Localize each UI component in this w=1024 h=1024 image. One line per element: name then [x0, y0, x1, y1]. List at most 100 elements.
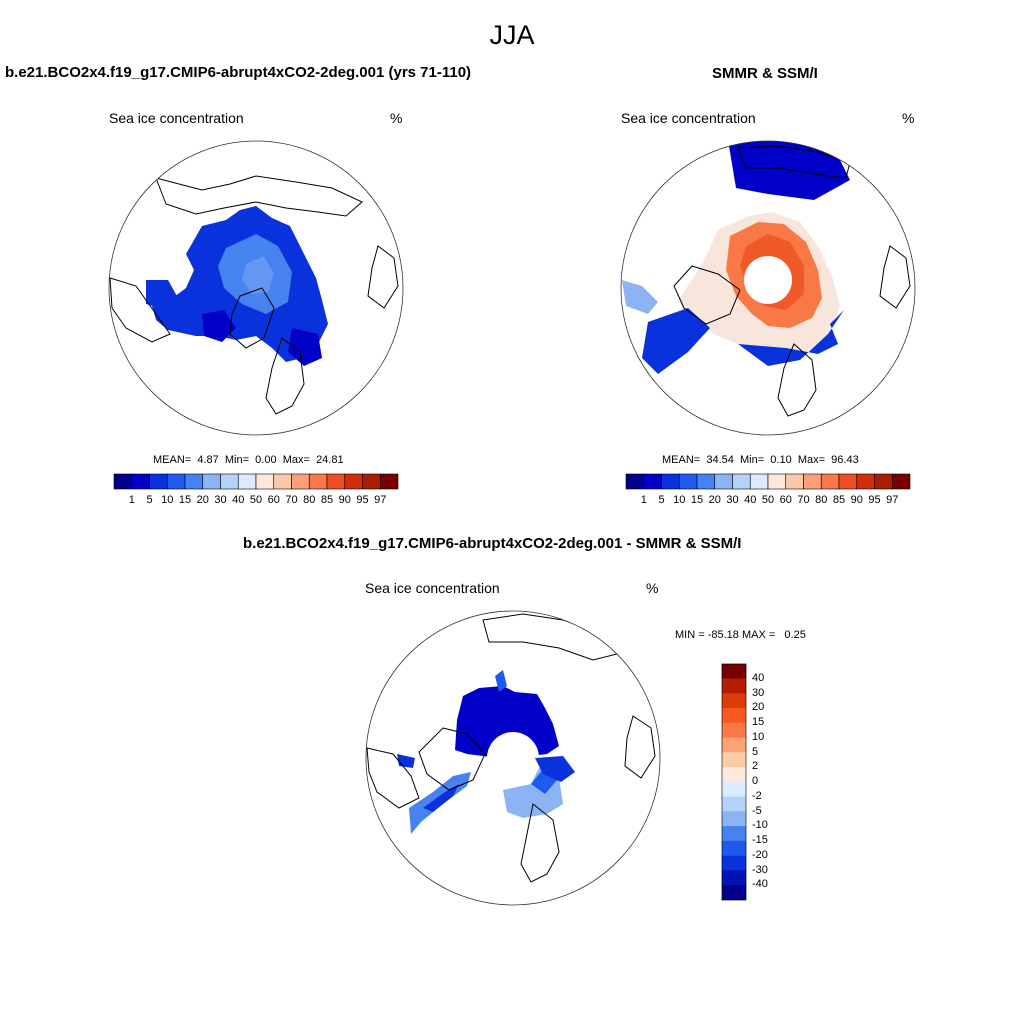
- obs-colorbar-tick: 50: [761, 494, 775, 506]
- model-coast-scandinavia: [265, 337, 305, 415]
- model-ice-baffin: [202, 310, 236, 342]
- model-ice-core: [242, 256, 274, 294]
- model-colorbar-tick: 40: [232, 494, 245, 506]
- obs-ice-labrador: [642, 308, 710, 374]
- diff-colorbar-box: [721, 811, 747, 827]
- model-colorbar-box: [362, 473, 381, 490]
- diff-colorbar-box: [721, 752, 747, 768]
- diff-colorbar-tick: -5: [752, 804, 762, 817]
- obs-coast-siberia: [737, 145, 851, 179]
- obs-colorbar-box: [838, 473, 858, 490]
- diff-coast-siberia: [482, 613, 618, 661]
- obs-units-label: %: [902, 110, 915, 126]
- diff-colorbar-box: [721, 708, 747, 724]
- diff-colorbar-tick: 20: [752, 701, 765, 714]
- obs-panel-title: SMMR & SSM/I: [712, 65, 818, 82]
- obs-colorbar-box: [803, 473, 822, 490]
- model-colorbar-tick: 60: [267, 494, 280, 506]
- obs-colorbar-box: [856, 473, 875, 490]
- model-colorbar-tick: 90: [338, 494, 351, 506]
- obs-colorbar-box: [820, 473, 840, 490]
- model-colorbar-box: [255, 473, 275, 490]
- diff-ice-labrador-inner: [423, 784, 459, 812]
- obs-colorbar-tick: 20: [708, 494, 721, 506]
- model-colorbar-box: [237, 473, 257, 490]
- model-colorbar-tick: 5: [146, 494, 153, 506]
- diff-colorbar-box: [721, 826, 747, 842]
- diff-colorbar-tick: 5: [752, 745, 759, 758]
- model-ice-hudson: [146, 280, 178, 310]
- diff-ice-bering: [495, 670, 507, 692]
- diff-ice-hudson: [397, 754, 415, 768]
- diff-ice-east: [535, 756, 575, 782]
- obs-colorbar-box: [732, 473, 751, 490]
- obs-colorbar-tick: 85: [832, 494, 846, 506]
- diff-colorbar-box: [721, 885, 747, 901]
- obs-colorbar-box: [874, 473, 893, 490]
- obs-colorbar-tick: 5: [658, 494, 665, 506]
- obs-polar-map: [620, 140, 916, 436]
- obs-stats: MEAN= 34.54 Min= 0.10 Max= 96.43: [662, 454, 859, 466]
- diff-colorbar-tick: -10: [752, 819, 768, 832]
- model-colorbar-box: [166, 473, 186, 490]
- model-coast-siberia: [155, 175, 363, 217]
- model-colorbar-tick: 85: [320, 494, 334, 506]
- model-colorbar-box: [131, 473, 150, 490]
- diff-colorbar-tick: -15: [752, 834, 768, 846]
- diff-colorbar-box: [721, 737, 747, 753]
- model-colorbar-ticks: 1 5 10 15 20 30 40 50 60 70 80 85 90 95 97: [114, 494, 398, 508]
- model-colorbar-box: [220, 473, 239, 490]
- diff-colorbar-tick: 15: [752, 716, 765, 728]
- diff-colorbar-tick: 30: [752, 686, 765, 699]
- model-colorbar-tick: 10: [161, 494, 174, 506]
- obs-colorbar-tick: 95: [868, 494, 881, 506]
- model-colorbar-box: [326, 473, 346, 490]
- obs-ice-barents: [738, 310, 844, 366]
- model-colorbar-box: [273, 473, 292, 490]
- diff-colorbar-tick: -30: [752, 863, 768, 876]
- diff-polar-map: [365, 610, 661, 906]
- model-ice-kara: [288, 328, 322, 366]
- model-colorbar-tick: 30: [214, 494, 227, 506]
- diff-colorbar-box: [721, 781, 747, 797]
- obs-colorbar-box: [767, 473, 787, 490]
- obs-colorbar-tick: 90: [850, 494, 863, 506]
- model-polar-map: [108, 140, 404, 436]
- model-colorbar-tick: 20: [196, 494, 209, 506]
- obs-colorbar-tick: 80: [815, 494, 828, 506]
- model-colorbar: [113, 473, 399, 490]
- obs-colorbar-box: [696, 473, 716, 490]
- diff-colorbar-box: [721, 796, 747, 812]
- model-colorbar-tick: 15: [178, 494, 192, 506]
- obs-colorbar-tick: 30: [726, 494, 739, 506]
- model-units-label: %: [390, 110, 403, 126]
- obs-colorbar-tick: 1: [640, 494, 647, 506]
- diff-ice-main: [455, 686, 559, 758]
- diff-coast-alaska: [624, 715, 656, 779]
- diff-colorbar-tick: -2: [752, 789, 762, 802]
- season-title: JJA: [489, 20, 535, 50]
- model-colorbar-box: [344, 473, 363, 490]
- model-variable-label: Sea ice concentration: [109, 110, 244, 126]
- obs-colorbar: [625, 473, 911, 490]
- model-coast-alaska: [367, 245, 399, 309]
- model-colorbar-tick: 70: [285, 494, 298, 506]
- diff-colorbar-box: [721, 870, 747, 886]
- diff-units-label: %: [646, 580, 659, 596]
- diff-colorbar-tick: 40: [752, 671, 765, 684]
- obs-colorbar-tick: 15: [690, 494, 704, 506]
- model-coast-northamerica: [109, 277, 171, 343]
- diff-colorbar-tick: 2: [752, 760, 759, 773]
- diff-colorbar-box: [721, 767, 747, 783]
- diff-colorbar-box: [721, 855, 747, 871]
- obs-colorbar-box: [661, 473, 680, 490]
- model-colorbar-box: [149, 473, 168, 490]
- model-colorbar-box: [113, 473, 133, 490]
- obs-colorbar-box: [678, 473, 698, 490]
- obs-coast-greenland: [673, 265, 741, 325]
- diff-colorbar-box: [721, 678, 747, 694]
- diff-variable-label: Sea ice concentration: [365, 580, 500, 596]
- diff-colorbar-tick: 10: [752, 730, 765, 743]
- obs-colorbar-tick: 40: [744, 494, 757, 506]
- obs-coast-scandinavia: [777, 343, 817, 417]
